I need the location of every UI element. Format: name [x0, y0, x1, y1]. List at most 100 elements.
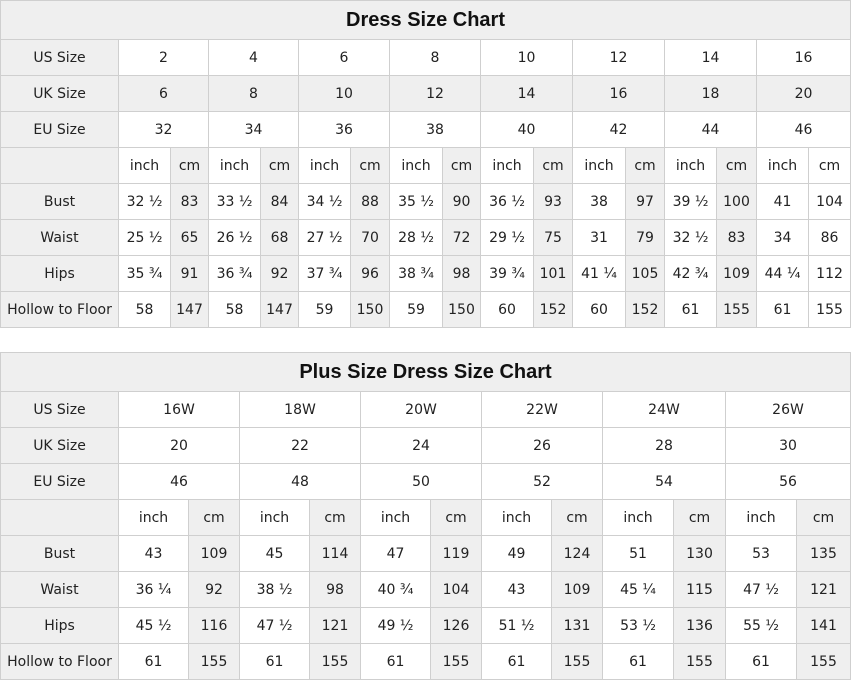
- title-row: Dress Size Chart: [0, 0, 851, 40]
- inch-value: 61: [239, 643, 310, 680]
- unit-inch: inch: [389, 147, 443, 184]
- us-size-value: 18W: [239, 391, 361, 428]
- cm-value: 97: [625, 183, 665, 220]
- uk-size-row: UK Size 6 8 10 12 14 16 18 20: [0, 75, 851, 112]
- unit-cm: cm: [350, 147, 390, 184]
- inch-value: 38 ½: [239, 571, 310, 608]
- cm-value: 155: [795, 643, 851, 680]
- cm-value: 112: [807, 255, 851, 292]
- unit-cm: cm: [309, 499, 361, 536]
- inch-value: 38: [572, 183, 626, 220]
- unit-label-empty: [0, 499, 119, 536]
- cm-value: 83: [170, 183, 209, 220]
- unit-inch: inch: [602, 499, 674, 536]
- inch-value: 36 ¼: [118, 571, 189, 608]
- us-size-value: 2: [118, 39, 209, 76]
- inch-value: 42 ¾: [664, 255, 717, 292]
- cm-value: 92: [188, 571, 240, 608]
- eu-size-label: EU Size: [0, 111, 119, 148]
- chart-title: Plus Size Dress Size Chart: [0, 352, 851, 392]
- unit-inch: inch: [481, 499, 552, 536]
- inch-value: 36 ¾: [208, 255, 261, 292]
- unit-cm: cm: [188, 499, 240, 536]
- inch-value: 26 ½: [208, 219, 261, 256]
- uk-size-value: 20: [118, 427, 240, 464]
- unit-inch: inch: [118, 147, 171, 184]
- us-size-value: 22W: [481, 391, 603, 428]
- us-size-value: 12: [572, 39, 665, 76]
- eu-size-value: 36: [298, 111, 390, 148]
- unit-inch: inch: [664, 147, 717, 184]
- cm-value: 93: [533, 183, 573, 220]
- inch-value: 61: [725, 643, 797, 680]
- cm-value: 155: [673, 643, 726, 680]
- measurement-row: Hollow to Floor 58 147 58 147 59 150 59 150 60 152…: [0, 291, 851, 328]
- inch-value: 41: [756, 183, 809, 220]
- inch-value: 60: [480, 291, 534, 328]
- uk-size-label: UK Size: [0, 427, 119, 464]
- us-size-value: 4: [208, 39, 299, 76]
- inch-value: 61: [360, 643, 431, 680]
- inch-value: 60: [572, 291, 626, 328]
- uk-size-value: 10: [298, 75, 390, 112]
- us-size-value: 8: [389, 39, 481, 76]
- inch-value: 25 ½: [118, 219, 171, 256]
- inch-value: 39 ½: [664, 183, 717, 220]
- unit-inch: inch: [239, 499, 310, 536]
- cm-value: 135: [795, 535, 851, 572]
- cm-value: 119: [430, 535, 482, 572]
- unit-cm: cm: [533, 147, 573, 184]
- uk-size-value: 22: [239, 427, 361, 464]
- uk-size-value: 16: [572, 75, 665, 112]
- eu-size-value: 54: [602, 463, 726, 500]
- uk-size-value: 6: [118, 75, 209, 112]
- cm-value: 98: [442, 255, 481, 292]
- cm-value: 115: [673, 571, 726, 608]
- cm-value: 152: [533, 291, 573, 328]
- cm-value: 114: [309, 535, 361, 572]
- cm-value: 86: [807, 219, 851, 256]
- unit-cm: cm: [260, 147, 299, 184]
- inch-value: 32 ½: [664, 219, 717, 256]
- inch-value: 43: [118, 535, 189, 572]
- eu-size-value: 52: [481, 463, 603, 500]
- cm-value: 116: [188, 607, 240, 644]
- uk-size-value: 28: [602, 427, 726, 464]
- unit-cm: cm: [795, 499, 851, 536]
- measurement-label: Hips: [0, 255, 119, 292]
- inch-value: 45 ½: [118, 607, 189, 644]
- inch-value: 37 ¾: [298, 255, 351, 292]
- cm-value: 83: [716, 219, 757, 256]
- eu-size-value: 46: [755, 111, 851, 148]
- eu-size-value: 46: [118, 463, 240, 500]
- unit-inch: inch: [480, 147, 534, 184]
- inch-value: 36 ½: [480, 183, 534, 220]
- cm-value: 155: [716, 291, 757, 328]
- inch-value: 45 ¼: [602, 571, 674, 608]
- inch-value: 59: [389, 291, 443, 328]
- cm-value: 84: [260, 183, 299, 220]
- cm-value: 65: [170, 219, 209, 256]
- cm-value: 150: [350, 291, 390, 328]
- uk-size-value: 8: [208, 75, 299, 112]
- inch-value: 34: [756, 219, 809, 256]
- us-size-value: 16: [755, 39, 851, 76]
- cm-value: 70: [350, 219, 390, 256]
- unit-cm: cm: [551, 499, 603, 536]
- us-size-row: US Size 2 4 6 8 10 12 14 16: [0, 39, 851, 76]
- cm-value: 124: [551, 535, 603, 572]
- unit-cm: cm: [442, 147, 481, 184]
- cm-value: 91: [170, 255, 209, 292]
- inch-value: 51 ½: [481, 607, 552, 644]
- inch-value: 61: [481, 643, 552, 680]
- measurement-label: Bust: [0, 535, 119, 572]
- unit-cm: cm: [807, 147, 851, 184]
- eu-size-value: 56: [724, 463, 851, 500]
- cm-value: 104: [430, 571, 482, 608]
- uk-size-value: 24: [360, 427, 482, 464]
- chart-title: Dress Size Chart: [0, 0, 851, 40]
- inch-value: 49: [481, 535, 552, 572]
- cm-value: 130: [673, 535, 726, 572]
- eu-size-value: 40: [480, 111, 573, 148]
